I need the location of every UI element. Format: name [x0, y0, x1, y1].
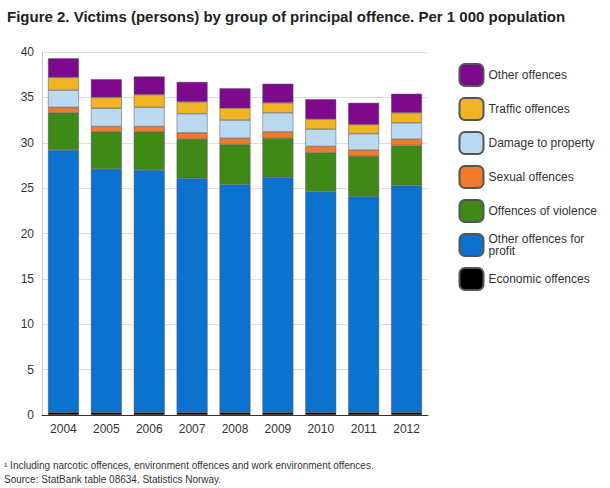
- svg-text:15: 15: [21, 272, 35, 286]
- svg-text:35: 35: [21, 90, 35, 104]
- svg-text:Traffic offences: Traffic offences: [488, 102, 569, 116]
- svg-text:25: 25: [21, 181, 35, 195]
- svg-text:20: 20: [21, 227, 35, 241]
- svg-text:Other offences for: Other offences for: [488, 232, 588, 246]
- svg-text:2011: 2011: [351, 422, 377, 436]
- svg-text:Figure 2. Victims (persons) by: Figure 2. Victims (persons) by group of …: [7, 8, 565, 25]
- svg-text:2004: 2004: [50, 422, 77, 436]
- svg-text:2008: 2008: [222, 422, 249, 436]
- svg-text:40: 40: [21, 45, 35, 59]
- svg-text:Offences of violence: Offences of violence: [488, 204, 597, 218]
- svg-text:Economic offences: Economic offences: [488, 272, 589, 286]
- svg-text:Damage to property: Damage to property: [488, 136, 594, 150]
- svg-text:2010: 2010: [307, 422, 334, 436]
- svg-text:profit: profit: [488, 244, 515, 258]
- svg-text:2009: 2009: [265, 422, 292, 436]
- svg-text:Sexual offences: Sexual offences: [488, 170, 573, 184]
- svg-text:2007: 2007: [179, 422, 206, 436]
- svg-text:Source: StatBank table 08634,: Source: StatBank table 08634, Statistics…: [4, 474, 221, 485]
- svg-text:2012: 2012: [393, 422, 420, 436]
- svg-text:2006: 2006: [136, 422, 163, 436]
- svg-text:¹ Including narcotic offences,: ¹ Including narcotic offences, environme…: [4, 460, 374, 471]
- svg-text:Other offences: Other offences: [488, 68, 567, 82]
- svg-text:30: 30: [21, 136, 35, 150]
- svg-text:5: 5: [27, 363, 34, 377]
- svg-text:0: 0: [27, 408, 34, 422]
- svg-text:10: 10: [21, 317, 35, 331]
- svg-text:2005: 2005: [93, 422, 120, 436]
